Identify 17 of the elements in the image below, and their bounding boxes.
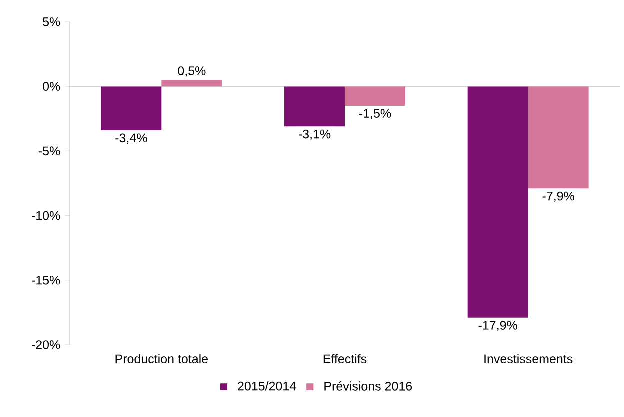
y-tick-label: -10% xyxy=(32,211,60,220)
y-tick-label: -5% xyxy=(38,146,60,156)
y-tick-label: -20% xyxy=(32,340,60,350)
x-tick-label: Effectifs xyxy=(324,354,367,364)
data-label: -3,4% xyxy=(116,134,148,144)
x-tick-label: Production totale xyxy=(116,354,208,364)
y-tick-label: -15% xyxy=(32,276,60,285)
data-label: -3,1% xyxy=(298,130,331,140)
data-label: -17,9% xyxy=(478,321,518,332)
data-label: 0,5% xyxy=(178,66,206,77)
legend-label: Prévisions 2016 xyxy=(324,381,412,391)
x-tick-label: Investissements xyxy=(484,354,573,364)
legend-label: 2015/2014 xyxy=(238,382,296,391)
data-label: -1,5% xyxy=(359,109,392,120)
y-tick-label: 0% xyxy=(43,82,60,92)
data-label: -7,9% xyxy=(542,192,574,202)
y-tick-label: 5% xyxy=(43,18,60,26)
